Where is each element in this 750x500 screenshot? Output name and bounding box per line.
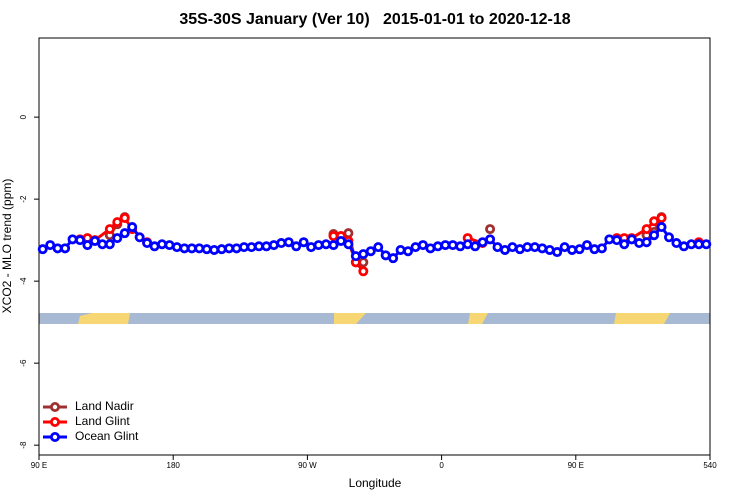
data-point (60, 243, 71, 254)
data-point (649, 216, 660, 227)
data-point (663, 232, 674, 243)
data-point (641, 237, 652, 248)
x-tick-label: 0 (439, 461, 444, 470)
data-point (194, 243, 205, 254)
data-point (37, 244, 48, 255)
y-axis-label: XCO2 - MLO trend (ppm) (0, 179, 14, 314)
x-tick-label: 180 (167, 461, 181, 470)
data-point (470, 241, 481, 252)
x-axis-label: Longitude (349, 476, 402, 490)
data-point (67, 234, 78, 245)
data-point (395, 244, 406, 255)
data-point (403, 246, 414, 257)
data-point (537, 243, 548, 254)
data-point (574, 244, 585, 255)
data-point (604, 234, 615, 245)
data-point (216, 244, 227, 255)
data-point (447, 240, 458, 251)
data-point (552, 247, 563, 258)
data-point (671, 238, 682, 249)
data-point (283, 237, 294, 248)
data-point (589, 244, 600, 255)
data-point (417, 240, 428, 251)
data-point (201, 244, 212, 255)
data-point (157, 239, 168, 250)
data-point (388, 253, 399, 264)
data-point (127, 222, 138, 233)
data-point (112, 233, 123, 244)
data-point (485, 234, 496, 245)
data-point (656, 213, 667, 224)
data-point (619, 239, 630, 250)
legend-marker (50, 431, 61, 442)
data-point (313, 240, 324, 251)
data-point (529, 242, 540, 253)
y-tick-label: -2 (19, 195, 28, 203)
data-point (75, 235, 86, 246)
data-point (246, 242, 257, 253)
x-tick-label: 90 E (568, 461, 584, 470)
legend-marker (50, 416, 61, 427)
data-point (291, 241, 302, 252)
y-tick-label: 0 (19, 114, 28, 119)
data-point (365, 246, 376, 257)
data-point (634, 238, 645, 249)
data-point (649, 230, 660, 241)
data-point (261, 241, 272, 252)
data-point (611, 235, 622, 246)
data-point (112, 217, 123, 228)
legend-label: Ocean Glint (75, 429, 139, 443)
legend-marker (50, 401, 61, 412)
data-point (641, 224, 652, 235)
data-point (134, 232, 145, 243)
data-point (432, 241, 443, 252)
data-point (104, 239, 115, 250)
y-tick-label: -6 (19, 359, 28, 367)
data-point (119, 213, 130, 224)
x-tick-label: 90 W (298, 461, 317, 470)
data-point (276, 238, 287, 249)
data-point (335, 235, 346, 246)
x-tick-label: 540 (703, 461, 717, 470)
land-map-strip (39, 313, 710, 324)
chart-title: 35S-30S January (Ver 10) 2015-01-01 to 2… (179, 11, 570, 28)
data-point (119, 228, 130, 239)
data-point (701, 239, 712, 250)
data-point (45, 240, 56, 251)
data-point (596, 243, 607, 254)
data-point (328, 240, 339, 251)
y-tick-label: -8 (19, 441, 28, 449)
data-point (142, 238, 153, 249)
data-point (373, 242, 384, 253)
data-point (89, 235, 100, 246)
data-point (358, 266, 369, 277)
data-point (209, 244, 220, 255)
data-point (82, 240, 93, 251)
legend-label: Land Nadir (75, 399, 134, 413)
data-point (656, 222, 667, 233)
y-tick-label: -4 (19, 277, 28, 285)
data-point (231, 243, 242, 254)
data-point (626, 234, 637, 245)
data-point (343, 239, 354, 250)
data-point (104, 224, 115, 235)
x-tick-label: 90 E (31, 461, 47, 470)
data-point (321, 239, 332, 250)
data-point (485, 224, 496, 235)
data-point (298, 237, 309, 248)
data-point (171, 242, 182, 253)
data-point (581, 240, 592, 251)
data-point (567, 244, 578, 255)
legend-label: Land Glint (75, 414, 130, 428)
